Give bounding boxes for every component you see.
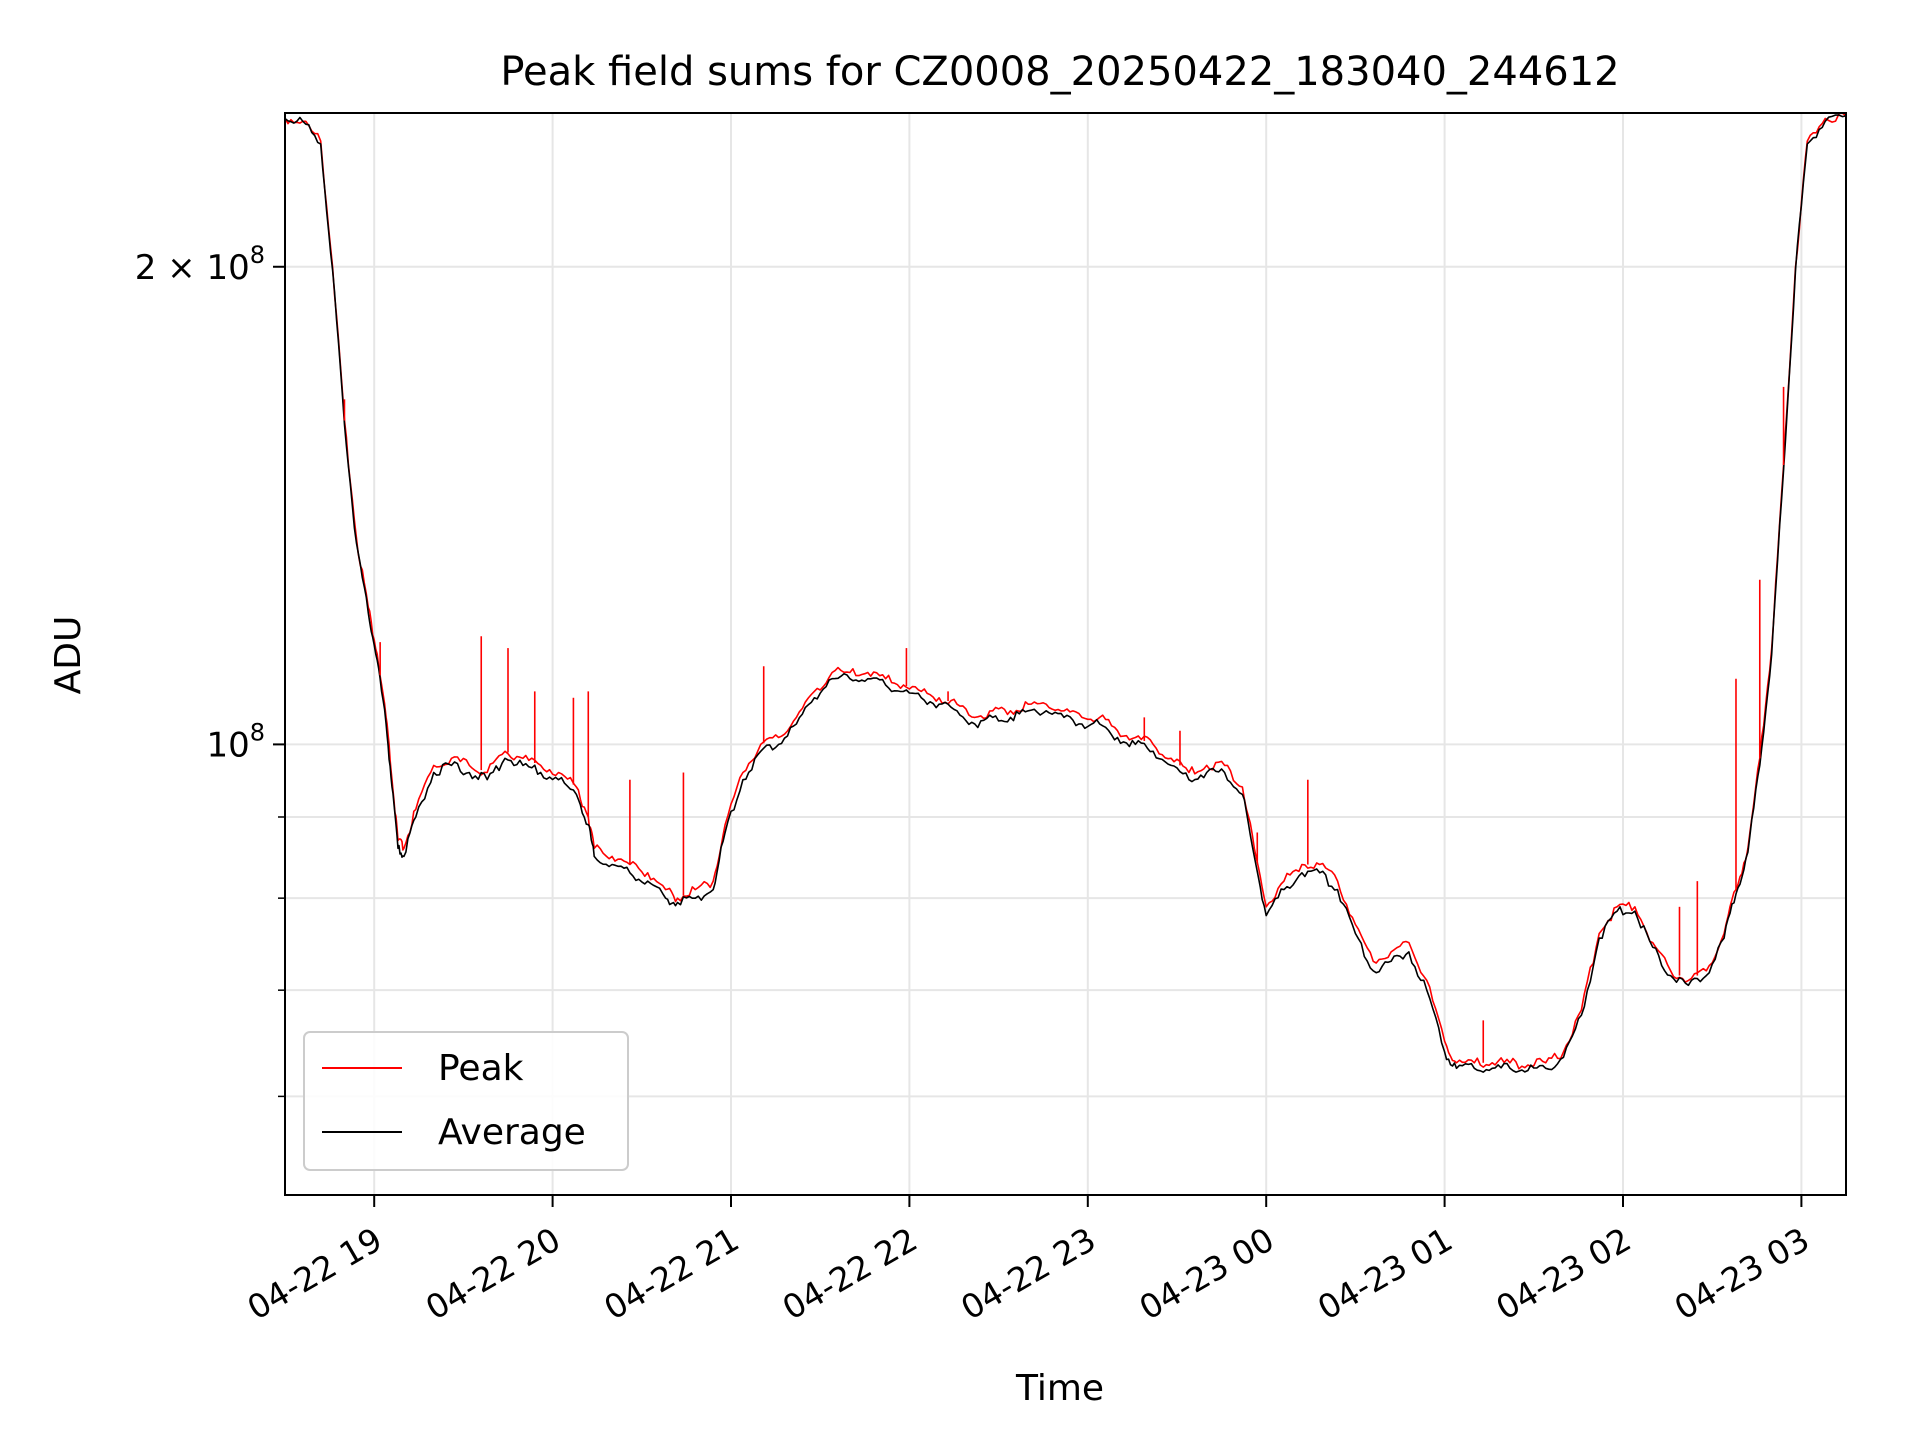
series-line-peak [285, 113, 1846, 1070]
chart-title: Peak field sums for CZ0008_20250422_1830… [500, 49, 1619, 95]
y-axis-label: ADU [48, 616, 89, 695]
y-axis: 108 2 × 108 [135, 241, 285, 1098]
series-line-average [285, 114, 1846, 1073]
legend-box [303, 1031, 629, 1171]
legend-label-peak: Peak [438, 1048, 524, 1089]
y-tick-label: 108 [206, 718, 265, 765]
series-layer [285, 113, 1846, 1073]
legend-label-average: Average [438, 1112, 586, 1153]
legend: Peak Average [303, 1031, 629, 1171]
x-axis-label: Time [1015, 1368, 1104, 1409]
plot-frame [284, 112, 1847, 1196]
y-tick-label: 2 × 108 [135, 241, 265, 288]
grid [285, 113, 1846, 1195]
